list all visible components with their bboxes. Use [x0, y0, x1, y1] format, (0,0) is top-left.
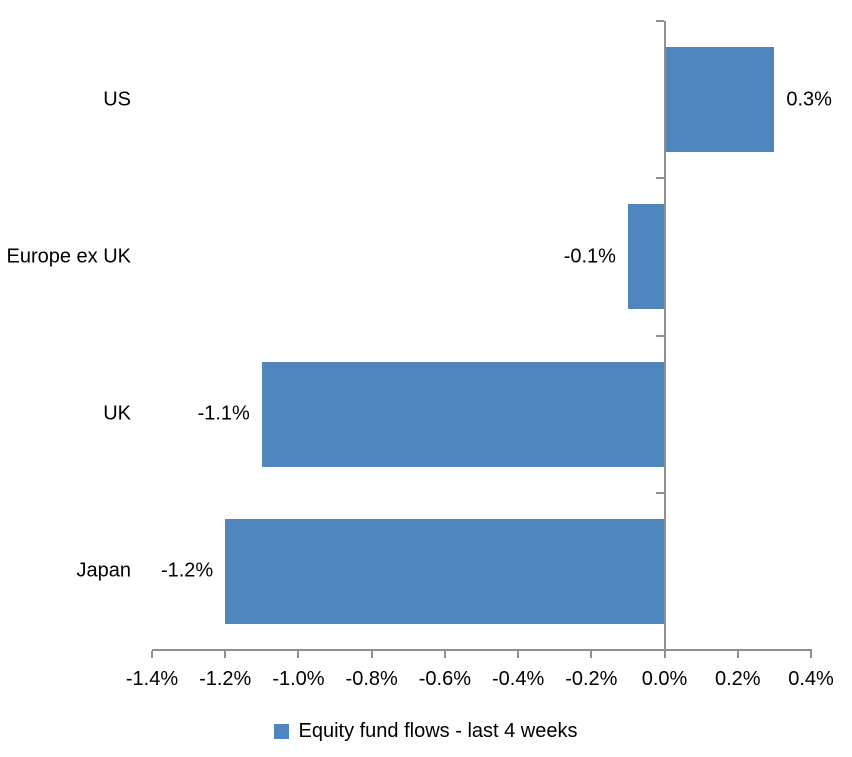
x-axis-tick-label: -0.4%: [491, 668, 545, 690]
x-axis-tick: [297, 651, 300, 658]
x-axis-tick-label: 0.2%: [714, 668, 761, 690]
x-axis-tick: [224, 651, 227, 658]
x-axis-tick: [443, 651, 446, 658]
bar-uk: [261, 361, 665, 467]
x-axis-tick-label: -0.6%: [418, 668, 471, 690]
x-axis-tick: [370, 651, 373, 658]
x-axis-tick: [151, 651, 153, 658]
x-axis-tick-label: -1.0%: [272, 668, 325, 690]
data-label: -1.1%: [197, 402, 250, 425]
legend-series-label: Equity fund flows - last 4 weeks: [298, 719, 578, 742]
category-boundary-tick: [655, 177, 664, 180]
x-axis-tick-label: -0.8%: [345, 668, 398, 690]
x-axis-tick-label: -0.2%: [565, 668, 618, 690]
data-label: -0.1%: [563, 245, 616, 268]
category-label: Europe ex UK: [6, 245, 131, 268]
bar-japan: [225, 518, 665, 624]
y-axis-zero-line: [663, 21, 666, 650]
x-axis-tick: [517, 651, 520, 658]
x-axis-tick-label: -1.4%: [125, 668, 179, 690]
x-axis-tick: [736, 651, 739, 658]
category-boundary-tick: [655, 334, 664, 337]
data-label: -1.2%: [160, 559, 214, 582]
x-axis-line: [152, 649, 812, 651]
legend-marker-swatch: [274, 723, 290, 739]
data-label: 0.3%: [786, 88, 832, 111]
x-axis-tick: [810, 651, 812, 658]
x-axis-tick: [590, 651, 593, 658]
x-axis-tick-label: -1.2%: [199, 668, 252, 690]
x-axis-tick: [663, 651, 666, 658]
category-label: UK: [103, 402, 131, 425]
x-axis-tick-label: 0.4%: [788, 668, 834, 690]
category-label: US: [103, 88, 131, 111]
x-axis-tick-label: 0.0%: [641, 668, 688, 690]
legend: Equity fund flows - last 4 weeks: [0, 717, 852, 745]
category-boundary-tick: [655, 20, 664, 22]
category-label: Japan: [76, 559, 132, 582]
bar-us: [664, 47, 775, 153]
category-boundary-tick: [655, 491, 664, 494]
bar-europe-ex-uk: [627, 204, 665, 310]
